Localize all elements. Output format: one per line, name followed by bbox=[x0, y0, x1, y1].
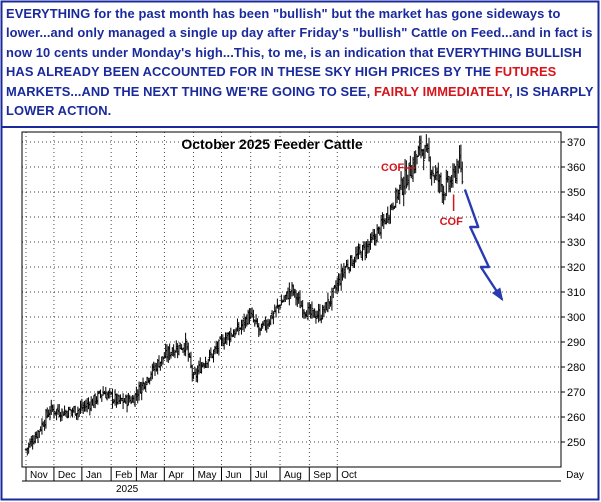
x-tick-label: Feb bbox=[115, 470, 133, 481]
cof-label: COF bbox=[440, 216, 464, 228]
x-tick-label: Mar bbox=[140, 470, 158, 481]
projection-arrow bbox=[463, 189, 504, 301]
y-tick-label: 300 bbox=[567, 312, 585, 324]
y-axis-unit-label: Day bbox=[566, 470, 584, 481]
x-tick-label: Jul bbox=[255, 470, 268, 481]
commentary-fairly-immediately: FAIRLY IMMEDIATELY bbox=[373, 83, 510, 99]
y-axis: 250 260 270 280 290 300 310 320 330 340 350 360 370 bbox=[561, 137, 585, 449]
x-axis-year-label: 2025 bbox=[116, 484, 139, 495]
x-tick-label: Aug bbox=[284, 470, 302, 481]
commentary-part-2: MARKETS...AND THE NEXT THING WE'RE GOING… bbox=[6, 83, 374, 99]
x-tick-label: Oct bbox=[341, 470, 357, 481]
x-tick-label: Nov bbox=[30, 470, 48, 481]
commentary-futures: FUTURES bbox=[494, 64, 557, 80]
x-tick-label: Jun bbox=[226, 470, 242, 481]
price-bars bbox=[24, 134, 464, 456]
y-tick-label: 360 bbox=[567, 162, 585, 174]
y-tick-label: 290 bbox=[567, 337, 585, 349]
x-tick-label: Dec bbox=[58, 470, 76, 481]
x-tick-label: Sep bbox=[313, 470, 331, 481]
y-tick-label: 350 bbox=[567, 187, 585, 199]
commentary-part-1: EVERYTHING for the past month has been "… bbox=[6, 6, 593, 80]
commentary-part-3: , IS SHARPLY LOWER ACTION. bbox=[6, 83, 594, 119]
cof-label: COF bbox=[381, 162, 405, 174]
y-tick-label: 370 bbox=[567, 137, 585, 149]
y-tick-label: 310 bbox=[567, 287, 585, 299]
chart-title: October 2025 Feeder Cattle bbox=[181, 136, 363, 152]
y-tick-label: 250 bbox=[567, 437, 585, 449]
y-tick-label: 280 bbox=[567, 362, 585, 374]
x-tick-label: Jan bbox=[86, 470, 102, 481]
annotations: COF COF bbox=[381, 162, 463, 228]
y-tick-label: 320 bbox=[567, 262, 585, 274]
y-tick-label: 270 bbox=[567, 387, 585, 399]
y-tick-label: 260 bbox=[567, 412, 585, 424]
x-axis: Nov Dec Jan Feb Mar Apr May Jun Jul Aug Sep Oct bbox=[22, 467, 561, 482]
y-tick-label: 330 bbox=[567, 237, 585, 249]
x-tick-label: May bbox=[198, 470, 217, 481]
x-tick-label: Apr bbox=[168, 470, 184, 481]
projection-arrow-head bbox=[491, 287, 504, 302]
commentary-text: EVERYTHING for the past month has been "… bbox=[6, 4, 595, 120]
plot-area bbox=[21, 131, 562, 468]
y-tick-label: 340 bbox=[567, 212, 585, 224]
